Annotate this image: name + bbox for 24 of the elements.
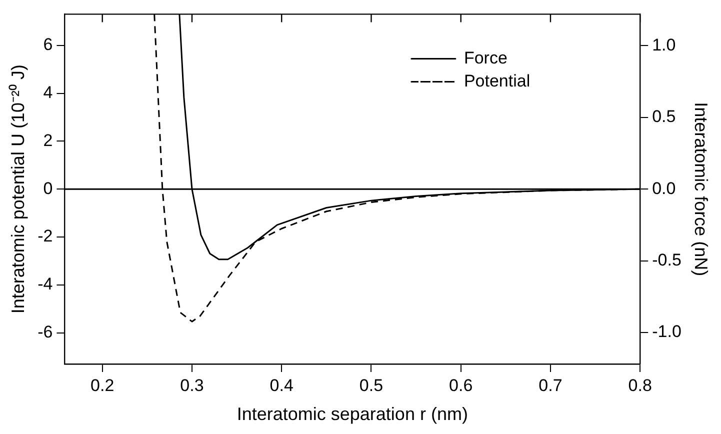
- y-tick-label: -6: [38, 322, 53, 342]
- x-tick-label: 0.3: [180, 376, 204, 395]
- y2-tick-label: 0.0: [652, 178, 676, 198]
- y-tick-label: -4: [38, 274, 53, 294]
- y2-tick-label: 1.0: [652, 35, 676, 54]
- x-tick-label: 0.4: [270, 376, 294, 395]
- y2-tick-label: -1.0: [652, 322, 682, 342]
- y-tick-label: 6: [43, 35, 53, 54]
- x-axis-title: Interatomic separation r (nm): [236, 404, 468, 424]
- legend-label: Potential: [464, 71, 530, 90]
- y2-tick-label: -0.5: [652, 250, 682, 270]
- legend-label: Force: [464, 48, 508, 68]
- x-tick-label: 0.6: [449, 376, 473, 395]
- y2-axis-title: Interatomic force (nN): [691, 102, 712, 276]
- y-tick-label: 2: [43, 130, 53, 150]
- x-tick-label: 0.8: [628, 376, 652, 395]
- x-tick-label: 0.2: [90, 376, 114, 395]
- x-tick-label: 0.7: [538, 376, 562, 395]
- y-axis-title: Interatomic potential U (10⁻²⁰ J): [8, 64, 28, 314]
- y-tick-label: 4: [43, 82, 53, 102]
- y-tick-label: 0: [43, 178, 53, 198]
- y2-tick-label: 0.5: [652, 107, 676, 126]
- y-tick-label: -2: [38, 226, 53, 246]
- x-tick-label: 0.5: [359, 376, 384, 395]
